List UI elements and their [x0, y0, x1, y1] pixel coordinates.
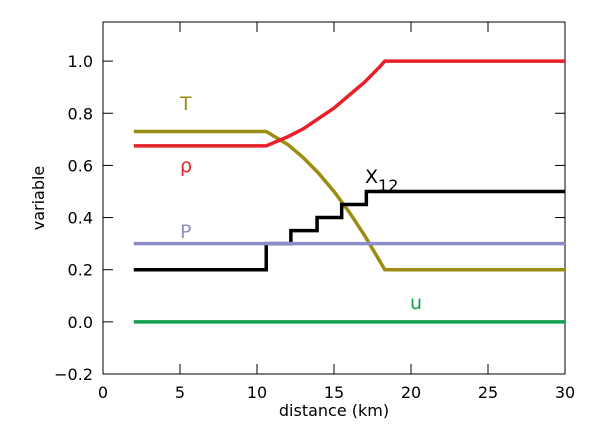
- series-label-text: u: [410, 292, 422, 314]
- series-label: u: [410, 292, 422, 314]
- x-tick-label: 15: [324, 383, 344, 402]
- x-axis-label: distance (km): [279, 401, 389, 420]
- y-tick-label: 0.2: [68, 261, 93, 280]
- x-tick-label: 20: [401, 383, 421, 402]
- series-line: [133, 189, 565, 272]
- y-tick-label: 0.8: [68, 104, 93, 123]
- series-label-subscript: 12: [378, 176, 398, 195]
- series-label-text: ρ: [180, 155, 192, 177]
- x-tick-label: 10: [247, 383, 267, 402]
- series-label: T: [179, 93, 192, 115]
- y-tick-label: 0.4: [68, 209, 93, 228]
- y-axis-label: variable: [29, 166, 48, 231]
- series-label-text: T: [179, 93, 192, 115]
- y-tick-label: −0.2: [54, 365, 93, 384]
- series-line: [133, 59, 565, 148]
- x-tick-label: 30: [555, 383, 575, 402]
- series-line: [133, 129, 565, 272]
- series-label: P: [180, 221, 191, 243]
- x-tick-label: 25: [478, 383, 498, 402]
- series-label: ρ: [180, 155, 192, 177]
- y-tick-label: 1.0: [68, 52, 93, 71]
- x-tick-label: 0: [98, 383, 108, 402]
- y-tick-label: 0.0: [68, 313, 93, 332]
- y-tick-label: 0.6: [68, 156, 93, 175]
- series-label-text: P: [180, 221, 191, 243]
- series-label: X12: [365, 166, 398, 195]
- plot-frame: [102, 21, 566, 375]
- series-label-text: X: [365, 166, 378, 188]
- x-tick-label: 5: [175, 383, 185, 402]
